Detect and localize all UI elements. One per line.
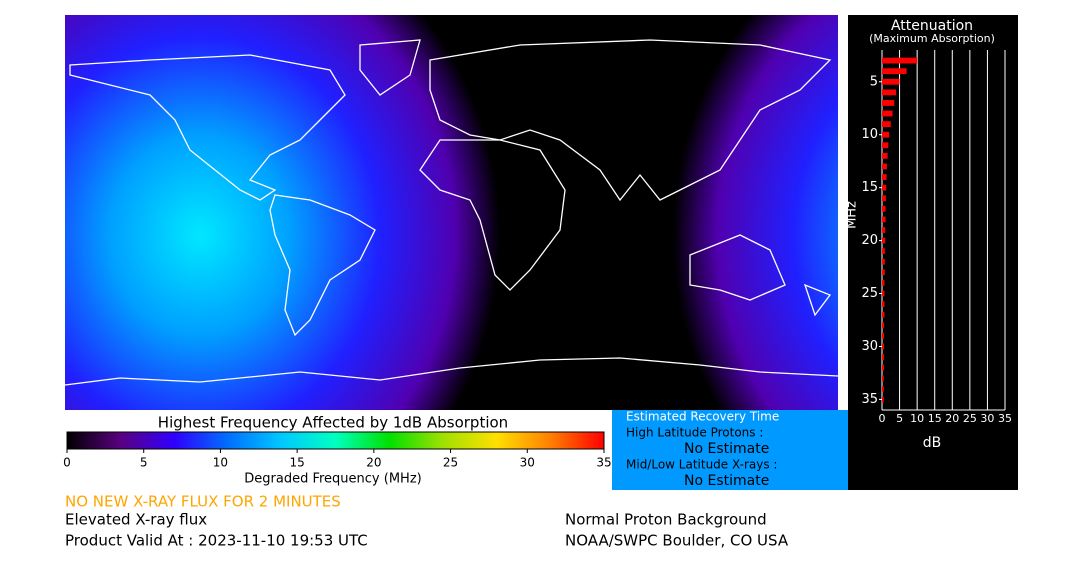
source: NOAA/SWPC Boulder, CO USA — [565, 532, 789, 550]
bar — [882, 385, 884, 392]
bar — [882, 216, 886, 223]
colorbar — [66, 431, 605, 450]
bar — [882, 375, 884, 382]
attenuation-title: Attenuation — [891, 18, 973, 34]
x-tick-label: 25 — [963, 412, 977, 425]
recovery-title: Estimated Recovery Time — [626, 410, 779, 424]
y-tick-label: 25 — [861, 286, 878, 301]
y-tick-label: 15 — [861, 180, 878, 195]
colorbar-title: Highest Frequency Affected by 1dB Absorp… — [158, 414, 508, 432]
bar — [882, 89, 897, 96]
valid-time: Product Valid At : 2023-11-10 19:53 UTC — [65, 532, 368, 550]
bar — [882, 184, 887, 191]
bar — [882, 332, 885, 339]
bar — [882, 354, 885, 360]
bar — [882, 322, 885, 329]
bar — [882, 142, 889, 149]
x-tick-label: 30 — [980, 412, 994, 425]
y-tick-label: 5 — [870, 74, 878, 89]
bar — [882, 68, 907, 75]
y-tick-label: 30 — [861, 339, 878, 354]
xrays-value: No Estimate — [684, 473, 769, 489]
proton-status: Normal Proton Background — [565, 511, 767, 529]
colorbar-tick-label: 15 — [290, 456, 305, 470]
bar — [882, 311, 885, 318]
attenuation-xlabel: dB — [923, 435, 942, 451]
bar — [882, 121, 891, 128]
protons-value: No Estimate — [684, 441, 769, 457]
bar — [882, 174, 887, 180]
bar — [882, 163, 887, 170]
colorbar-tick-label: 35 — [596, 456, 611, 470]
bar — [882, 131, 890, 138]
bar — [882, 396, 884, 403]
colorbar-tick-label: 30 — [520, 456, 535, 470]
bar — [882, 78, 900, 85]
bar — [882, 152, 888, 159]
bar — [882, 269, 885, 276]
alert-text: NO NEW X-RAY FLUX FOR 2 MINUTES — [65, 493, 341, 511]
bar — [882, 258, 885, 265]
bar — [882, 237, 886, 244]
bar — [882, 364, 885, 371]
bar — [882, 227, 886, 233]
bar — [882, 248, 885, 255]
colorbar-tick-label: 5 — [140, 456, 148, 470]
x-tick-label: 5 — [896, 412, 903, 425]
y-tick-label: 35 — [861, 392, 878, 407]
bar — [882, 100, 895, 106]
attenuation-subtitle: (Maximum Absorption) — [869, 32, 995, 45]
x-tick-label: 15 — [928, 412, 942, 425]
bar — [882, 290, 885, 297]
bar — [882, 343, 885, 350]
xrays-label: Mid/Low Latitude X-rays : — [626, 458, 777, 472]
attenuation-ylabel: MHz — [845, 201, 860, 229]
colorbar-axis: 0 5 10 15 20 25 30 35 — [63, 449, 612, 470]
x-tick-label: 20 — [945, 412, 959, 425]
coastlines — [65, 39, 838, 386]
bar — [882, 205, 886, 212]
y-tick-label: 20 — [861, 233, 878, 248]
xray-status: Elevated X-ray flux — [65, 511, 207, 529]
colorbar-tick-label: 10 — [213, 456, 228, 470]
map — [65, 15, 838, 410]
colorbar-xlabel: Degraded Frequency (MHz) — [244, 472, 421, 487]
colorbar-tick-label: 25 — [443, 456, 458, 470]
bar — [882, 57, 918, 64]
protons-label: High Latitude Protons : — [626, 426, 763, 440]
bar — [882, 301, 885, 308]
recovery-box — [612, 410, 848, 490]
attenuation-panel — [848, 15, 1018, 490]
y-tick-label: 10 — [861, 127, 878, 142]
bar — [882, 280, 885, 286]
bar — [882, 195, 886, 202]
x-tick-label: 35 — [998, 412, 1012, 425]
bar — [882, 110, 893, 117]
x-tick-label: 0 — [879, 412, 886, 425]
colorbar-tick-label: 20 — [366, 456, 381, 470]
colorbar-tick-label: 0 — [63, 456, 71, 470]
x-tick-label: 10 — [910, 412, 924, 425]
